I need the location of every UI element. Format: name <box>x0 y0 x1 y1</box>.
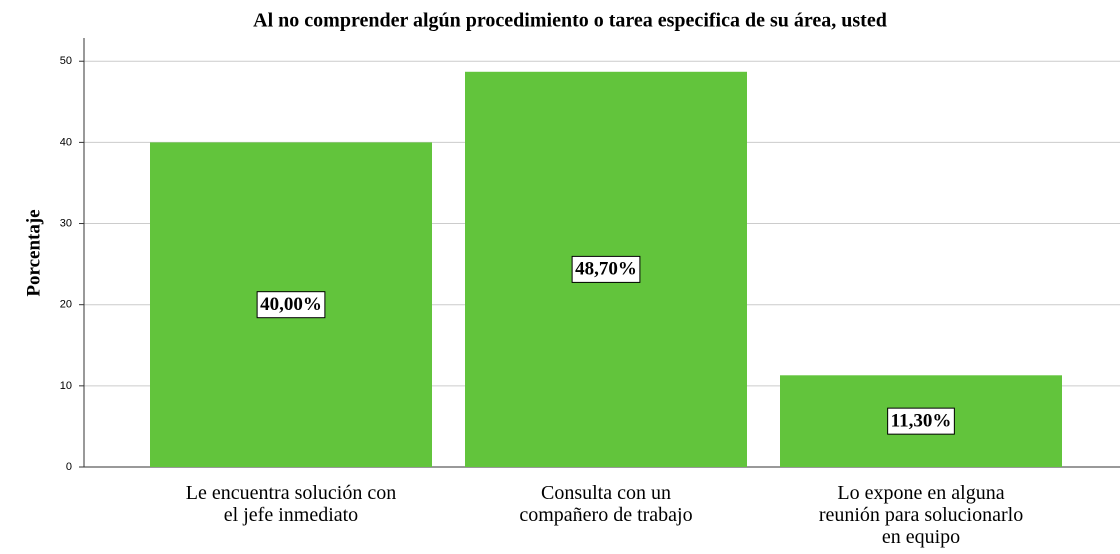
x-tick-label: Lo expone en alguna reunión para solucion… <box>819 482 1023 548</box>
value-label-box <box>571 255 641 283</box>
y-tick-label: 10 <box>60 380 72 392</box>
x-tick-label: Le encuentra solución con el jefe inmedia… <box>186 482 396 526</box>
y-tick-label: 50 <box>60 55 72 67</box>
value-label: 11,30% <box>891 411 952 432</box>
x-tick-label: Consulta con un compañero de trabajo <box>519 482 692 526</box>
y-tick-label: 30 <box>60 217 72 229</box>
value-label: 40,00% <box>260 294 322 315</box>
x-tick-label-line: el jefe inmediato <box>224 504 358 526</box>
value-label-box <box>887 407 955 435</box>
x-tick-label-line: en equipo <box>882 526 960 548</box>
chart-title: Al no comprender algún procedimiento o t… <box>253 10 887 32</box>
value-label: 48,70% <box>575 259 637 280</box>
y-tick-label: 40 <box>60 136 72 148</box>
x-tick-label-line: compañero de trabajo <box>519 504 692 526</box>
x-tick-label-line: reunión para solucionarlo <box>819 504 1023 526</box>
y-axis-label: Porcentaje <box>23 209 44 296</box>
x-tick-label-line: Le encuentra solución con <box>186 482 396 504</box>
y-tick-label: 0 <box>66 461 72 473</box>
x-tick-label-line: Lo expone en alguna <box>837 482 1004 504</box>
x-tick-label-line: Consulta con un <box>541 482 671 504</box>
y-tick-label: 20 <box>60 299 72 311</box>
value-label-box <box>256 291 326 319</box>
